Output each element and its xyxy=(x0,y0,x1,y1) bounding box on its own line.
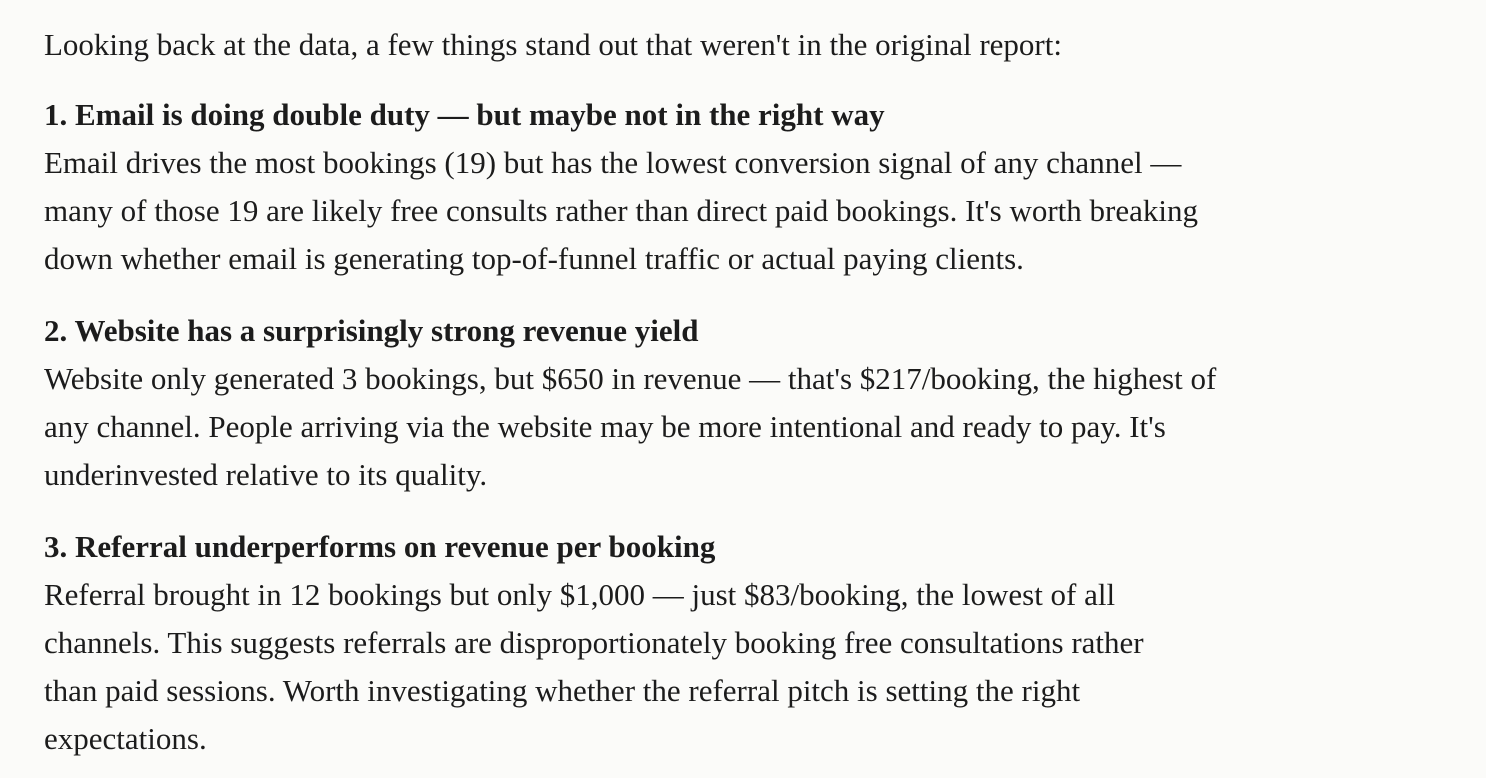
section-heading: 2. Website has a surprisingly strong rev… xyxy=(44,313,699,348)
body-line: any channel. People arriving via the web… xyxy=(44,409,1166,444)
body-line: Website only generated 3 bookings, but $… xyxy=(44,361,1217,396)
body-line: channels. This suggests referrals are di… xyxy=(44,625,1144,660)
body-line: Email drives the most bookings (19) but … xyxy=(44,145,1182,180)
body-line: expectations. xyxy=(44,721,207,756)
section-heading: 3. Referral underperforms on revenue per… xyxy=(44,529,716,564)
body-line: underinvested relative to its quality. xyxy=(44,457,488,492)
section-heading: 1. Email is doing double duty — but mayb… xyxy=(44,97,885,132)
body-line: Referral brought in 12 bookings but only… xyxy=(44,577,1116,612)
section: 3. Referral underperforms on revenue per… xyxy=(44,523,1486,763)
section: 1. Email is doing double duty — but mayb… xyxy=(44,91,1486,283)
body-line: than paid sessions. Worth investigating … xyxy=(44,673,1081,708)
section: 2. Website has a surprisingly strong rev… xyxy=(44,307,1486,499)
intro: Looking back at the data, a few things s… xyxy=(44,27,1062,62)
body-line: many of those 19 are likely free consult… xyxy=(44,193,1198,228)
body-line: down whether email is generating top-of-… xyxy=(44,241,1024,276)
